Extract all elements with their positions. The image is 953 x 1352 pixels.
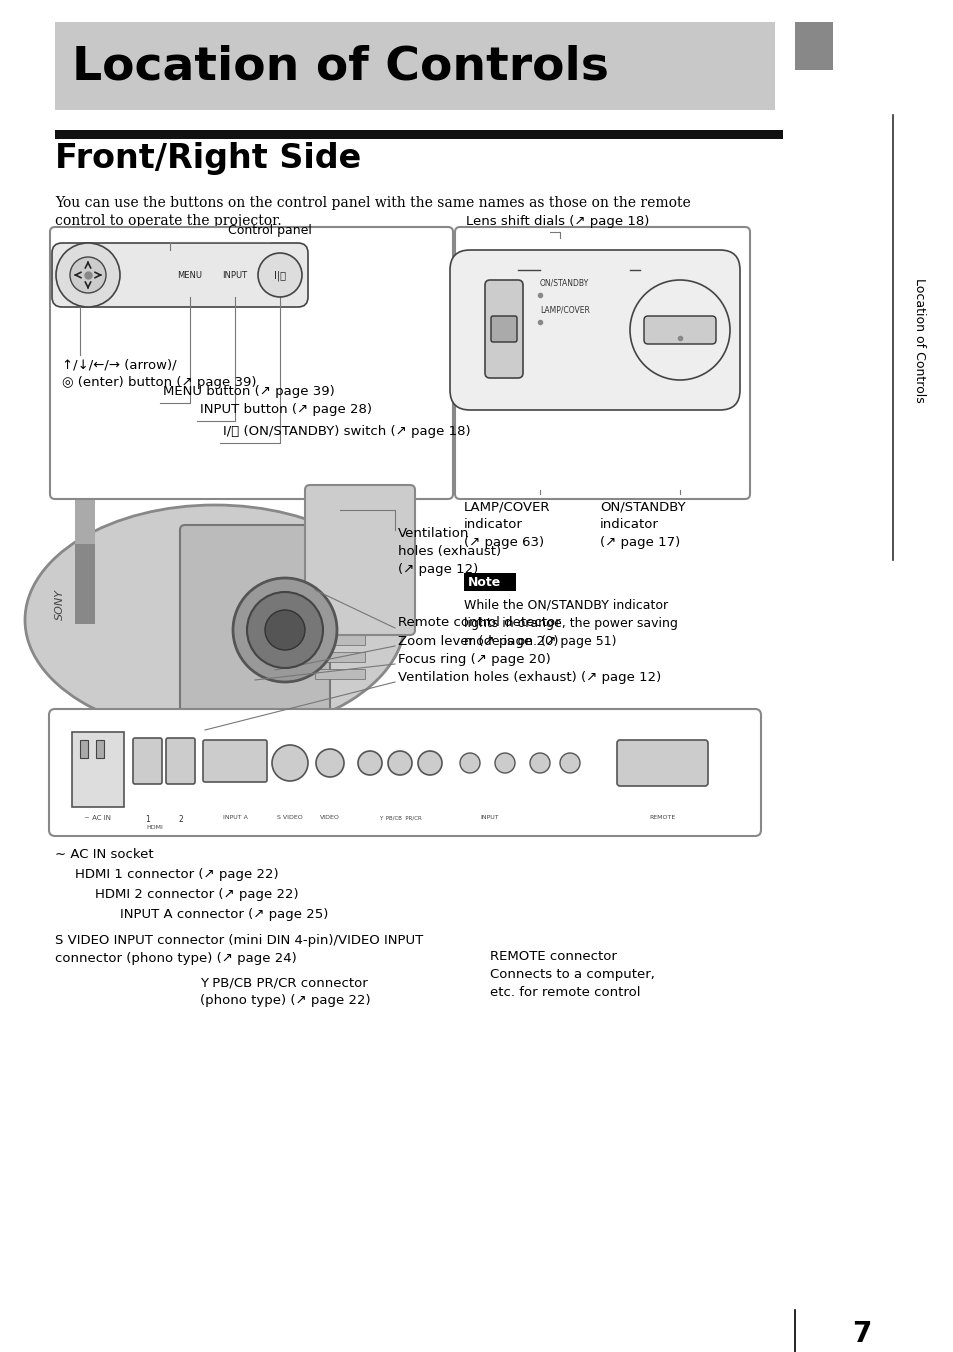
Text: Y PB/CB PR/CR connector
(phono type) (↗ page 22): Y PB/CB PR/CR connector (phono type) (↗ … [200,976,370,1007]
Circle shape [629,280,729,380]
Text: VIDEO: VIDEO [319,815,339,821]
Bar [314,652,365,662]
Bar [314,602,365,611]
Circle shape [357,750,381,775]
FancyBboxPatch shape [455,227,749,499]
Text: ON/STANDBY
indicator
(↗ page 17): ON/STANDBY indicator (↗ page 17) [599,500,685,549]
Bar [55,130,782,139]
Bar [794,22,832,70]
Text: I/⏻ (ON/STANDBY) switch (↗ page 18): I/⏻ (ON/STANDBY) switch (↗ page 18) [223,425,470,438]
Text: Control panel: Control panel [228,224,312,237]
Text: MENU: MENU [177,272,202,280]
FancyBboxPatch shape [305,485,415,635]
FancyBboxPatch shape [50,227,453,499]
FancyBboxPatch shape [166,738,194,784]
Text: You can use the buttons on the control panel with the same names as those on the: You can use the buttons on the control p… [55,196,690,210]
Bar [463,573,516,591]
Text: REMOTE connector
Connects to a computer,
etc. for remote control: REMOTE connector Connects to a computer,… [490,950,654,999]
Text: Note: Note [468,576,500,589]
Text: Remote control detector: Remote control detector [397,617,560,630]
Text: HDMI: HDMI [147,825,163,830]
Circle shape [70,257,106,293]
Bar [314,669,365,679]
Text: While the ON/STANDBY indicator
lights in orange, the power saving
mode is on. (↗: While the ON/STANDBY indicator lights in… [463,599,678,648]
Bar [314,635,365,645]
Text: INPUT: INPUT [480,815,498,821]
Text: Front/Right Side: Front/Right Side [55,142,361,174]
FancyBboxPatch shape [484,280,522,379]
Circle shape [56,243,120,307]
Text: LAMP/COVER
indicator
(↗ page 63): LAMP/COVER indicator (↗ page 63) [463,500,550,549]
FancyBboxPatch shape [132,738,162,784]
Text: Focus ring (↗ page 20): Focus ring (↗ page 20) [397,653,550,665]
Text: 1: 1 [146,815,151,823]
Text: Ventilation
holes (exhaust)
(↗ page 12): Ventilation holes (exhaust) (↗ page 12) [397,527,500,576]
Text: Ventilation holes (exhaust) (↗ page 12): Ventilation holes (exhaust) (↗ page 12) [397,671,660,684]
Bar [314,618,365,627]
FancyBboxPatch shape [617,740,707,786]
Text: INPUT A: INPUT A [222,815,247,821]
Text: Y  PB/CB  PR/CR: Y PB/CB PR/CR [378,815,421,821]
Bar [75,544,95,625]
Text: INPUT A connector (↗ page 25): INPUT A connector (↗ page 25) [120,909,328,921]
Text: LAMP/COVER: LAMP/COVER [539,306,589,315]
Circle shape [530,753,550,773]
FancyBboxPatch shape [643,316,716,343]
Text: HDMI 2 connector (↗ page 22): HDMI 2 connector (↗ page 22) [95,888,298,900]
Text: S VIDEO: S VIDEO [276,815,302,821]
Text: REMOTE: REMOTE [649,815,676,821]
Bar [314,584,365,594]
Bar [55,22,774,110]
FancyBboxPatch shape [52,243,308,307]
Circle shape [265,610,305,650]
Text: ↑/↓/←/→ (arrow)/
◎ (enter) button (↗ page 39): ↑/↓/←/→ (arrow)/ ◎ (enter) button (↗ pag… [62,358,256,389]
Ellipse shape [25,506,405,735]
Text: ~ AC IN: ~ AC IN [85,815,112,821]
Circle shape [417,750,441,775]
FancyBboxPatch shape [49,708,760,836]
Bar [80,740,88,758]
Text: MENU button (↗ page 39): MENU button (↗ page 39) [163,385,335,397]
FancyBboxPatch shape [180,525,330,715]
Circle shape [388,750,412,775]
Circle shape [495,753,515,773]
Text: I|⏻: I|⏻ [274,270,286,281]
Circle shape [559,753,579,773]
Circle shape [459,753,479,773]
Text: Lens shift dials (↗ page 18): Lens shift dials (↗ page 18) [465,215,649,228]
FancyBboxPatch shape [491,316,517,342]
Circle shape [315,749,344,777]
FancyBboxPatch shape [450,250,740,410]
Text: control to operate the projector.: control to operate the projector. [55,214,281,228]
Circle shape [272,745,308,781]
Text: S VIDEO INPUT connector (mini DIN 4-pin)/VIDEO INPUT
connector (phono type) (↗ p: S VIDEO INPUT connector (mini DIN 4-pin)… [55,934,423,965]
Bar [75,493,95,544]
Circle shape [233,579,336,681]
Circle shape [247,592,323,668]
Text: INPUT button (↗ page 28): INPUT button (↗ page 28) [200,403,372,416]
Text: ON/STANDBY: ON/STANDBY [539,279,589,288]
Text: ∼ AC IN socket: ∼ AC IN socket [55,848,153,861]
FancyBboxPatch shape [203,740,267,781]
Bar [96,740,104,758]
Circle shape [257,253,302,297]
Text: Location of Controls: Location of Controls [913,277,925,403]
Text: HDMI 1 connector (↗ page 22): HDMI 1 connector (↗ page 22) [75,868,278,882]
Bar [314,550,365,560]
Text: INPUT: INPUT [222,272,247,280]
Text: SONY: SONY [55,589,65,621]
Bar [314,566,365,577]
Text: Zoom lever (↗ page 20): Zoom lever (↗ page 20) [397,634,558,648]
Text: 2: 2 [178,815,183,823]
Bar [71,731,124,807]
Text: Location of Controls: Location of Controls [71,45,608,91]
Text: 7: 7 [851,1320,871,1348]
